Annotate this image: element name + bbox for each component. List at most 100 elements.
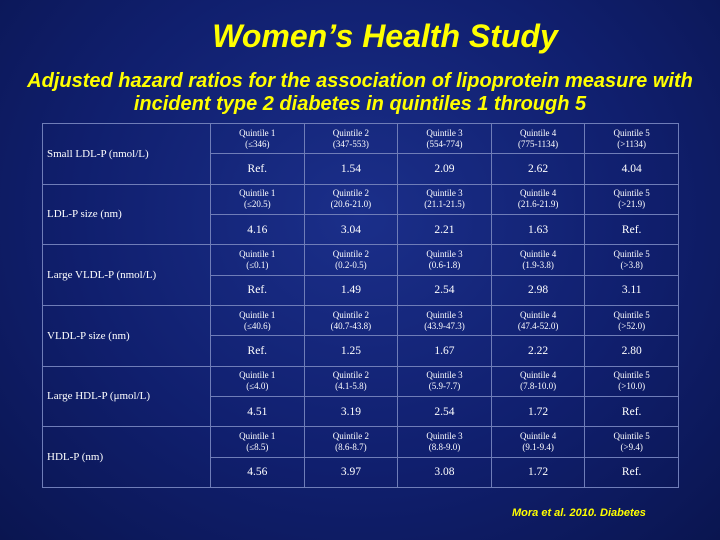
quintile-range: (47.4-52.0) [517, 320, 559, 331]
quintile-range: (40.7-43.8) [330, 320, 372, 331]
quintile-name: Quintile 4 [519, 127, 557, 138]
hazard-ratio-cell: 1.72 [490, 395, 586, 428]
quintile-header-cell: Quintile 2 (8.6-8.7) [303, 426, 399, 458]
quintile-header-cell: Quintile 3 (43.9-47.3) [397, 304, 492, 337]
quintile-range: (7.8-10.0) [520, 381, 557, 392]
quintile-header-cell: Quintile 3 (554-774) [397, 122, 492, 155]
quintile-name: Quintile 5 [613, 188, 650, 199]
quintile-range: (21.1-21.5) [424, 199, 465, 210]
quintile-name: Quintile 3 [426, 309, 463, 320]
hazard-ratio-cell: 1.67 [397, 335, 492, 367]
quintile-header-cell: Quintile 4 (47.4-52.0) [490, 304, 586, 337]
hazard-ratio-cell: 4.56 [210, 456, 305, 489]
quintile-range: (≤0.1) [246, 259, 269, 270]
row-label: Small LDL-P (nmol/L) [42, 123, 211, 185]
quintile-header-row: Small LDL-P (nmol/L) Quintile 1 (≤346) Quin… [42, 122, 679, 185]
hazard-ratio-cell: 2.80 [584, 335, 679, 367]
hazard-ratio-cell: 1.63 [490, 213, 586, 246]
quintile-header-row: VLDL-P size (nm) Quintile 1 (≤40.6) Quintil… [42, 304, 679, 367]
quintile-range: (8.8-9.0) [428, 441, 461, 452]
quintile-name: Quintile 5 [613, 430, 650, 441]
quintile-name: Quintile 2 [332, 127, 370, 138]
citation: Mora et al. 2010. Diabetes [512, 507, 646, 519]
quintile-name: Quintile 3 [426, 370, 463, 381]
hazard-ratio-cell: 2.09 [397, 153, 492, 185]
quintile-header-cell: Quintile 1 (≤40.6) [210, 304, 305, 337]
quintile-range: (9.1-9.4) [522, 441, 554, 452]
quintile-range: (≤4.0) [246, 381, 269, 392]
hazard-ratio-cell: 2.21 [397, 213, 492, 246]
hazard-ratio-cell: 1.54 [303, 153, 399, 185]
quintile-range: (≤40.6) [243, 320, 271, 331]
quintile-range: (≤20.5) [243, 199, 271, 210]
quintile-name: Quintile 2 [332, 188, 370, 199]
row-label: LDL-P size (nm) [42, 183, 211, 246]
quintile-header-cell: Quintile 3 (5.9-7.7) [397, 365, 492, 397]
quintile-name: Quintile 3 [426, 248, 463, 259]
quintile-header-cell: Quintile 3 (0.6-1.8) [397, 244, 492, 276]
hazard-ratio-row: 4.56 3.97 3.08 1.72 Ref. [43, 456, 679, 489]
hazard-ratio-table: Small LDL-P (nmol/L) Quintile 1 (≤346) Quin… [42, 122, 679, 489]
hazard-ratio-cell: 3.11 [584, 274, 679, 306]
quintile-range: (1.9-3.8) [522, 259, 554, 270]
hazard-ratio-cell: 3.19 [303, 395, 399, 428]
quintile-range: (8.6-8.7) [335, 441, 367, 452]
quintile-header-row: Large VLDL-P (nmol/L) Quintile 1 (≤0.1) Qui… [42, 244, 679, 306]
quintile-header-cell: Quintile 2 (0.2-0.5) [303, 244, 399, 276]
quintile-name: Quintile 1 [239, 430, 276, 441]
quintile-header-row: HDL-P (nm) Quintile 1 (≤8.5) Quintile 2 (8.6… [42, 426, 679, 488]
hazard-ratio-cell: 2.98 [490, 274, 586, 306]
quintile-header-cell: Quintile 2 (347-553) [303, 122, 399, 155]
quintile-name: Quintile 4 [519, 430, 557, 441]
hazard-ratio-cell: Ref. [210, 335, 305, 367]
quintile-range: (347-553) [332, 138, 369, 149]
quintile-header-cell: Quintile 1 (≤20.5) [210, 183, 305, 215]
quintile-name: Quintile 5 [613, 248, 650, 259]
quintile-header-cell: Quintile 5 (>21.9) [584, 183, 679, 215]
quintile-name: Quintile 3 [426, 188, 463, 199]
hazard-ratio-cell: 3.97 [303, 456, 399, 489]
quintile-name: Quintile 1 [239, 248, 276, 259]
hazard-ratio-cell: Ref. [210, 153, 305, 185]
hazard-ratio-cell: Ref. [584, 213, 679, 246]
quintile-range: (≤8.5) [246, 441, 269, 452]
quintile-header-cell: Quintile 5 (>9.4) [584, 426, 679, 458]
hazard-ratio-cell: 1.25 [303, 335, 399, 367]
quintile-range: (554-774) [426, 138, 463, 149]
hazard-ratio-cell: 2.62 [490, 153, 586, 185]
hazard-ratio-cell: 2.22 [490, 335, 586, 367]
row-label: Large VLDL-P (nmol/L) [42, 244, 211, 306]
quintile-name: Quintile 2 [332, 248, 370, 259]
quintile-range: (>21.9) [618, 199, 646, 210]
quintile-name: Quintile 2 [332, 370, 370, 381]
hazard-ratio-cell: Ref. [210, 274, 305, 306]
quintile-range: (>52.0) [618, 320, 646, 331]
quintile-header-row: Large HDL-P (μmol/L) Quintile 1 (≤4.0) Quin… [42, 365, 679, 428]
quintile-header-cell: Quintile 3 (21.1-21.5) [397, 183, 492, 215]
quintile-name: Quintile 2 [332, 430, 370, 441]
quintile-header-cell: Quintile 4 (9.1-9.4) [490, 426, 586, 458]
quintile-header-cell: Quintile 3 (8.8-9.0) [397, 426, 492, 458]
hazard-ratio-row: 4.16 3.04 2.21 1.63 Ref. [43, 213, 679, 246]
quintile-name: Quintile 5 [613, 127, 650, 138]
quintile-range: (>3.8) [620, 259, 643, 270]
quintile-name: Quintile 4 [519, 188, 557, 199]
quintile-name: Quintile 4 [519, 309, 557, 320]
quintile-range: (>10.0) [618, 381, 646, 392]
quintile-header-cell: Quintile 2 (20.6-21.0) [303, 183, 399, 215]
quintile-header-cell: Quintile 1 (≤8.5) [210, 426, 305, 458]
hazard-ratio-cell: 4.51 [210, 395, 305, 428]
row-label: VLDL-P size (nm) [42, 304, 211, 367]
quintile-name: Quintile 3 [426, 430, 463, 441]
hazard-ratio-cell: 1.72 [490, 456, 586, 489]
hazard-ratio-cell: 1.49 [303, 274, 399, 306]
quintile-name: Quintile 4 [519, 370, 557, 381]
quintile-range: (4.1-5.8) [335, 381, 367, 392]
quintile-name: Quintile 3 [426, 127, 463, 138]
quintile-name: Quintile 1 [239, 188, 276, 199]
quintile-header-cell: Quintile 1 (≤346) [210, 122, 305, 155]
quintile-name: Quintile 1 [239, 370, 276, 381]
hazard-ratio-cell: 4.16 [210, 213, 305, 246]
hazard-ratio-row: Ref. 1.54 2.09 2.62 4.04 [43, 153, 679, 185]
quintile-header-cell: Quintile 5 (>1134) [584, 122, 679, 155]
